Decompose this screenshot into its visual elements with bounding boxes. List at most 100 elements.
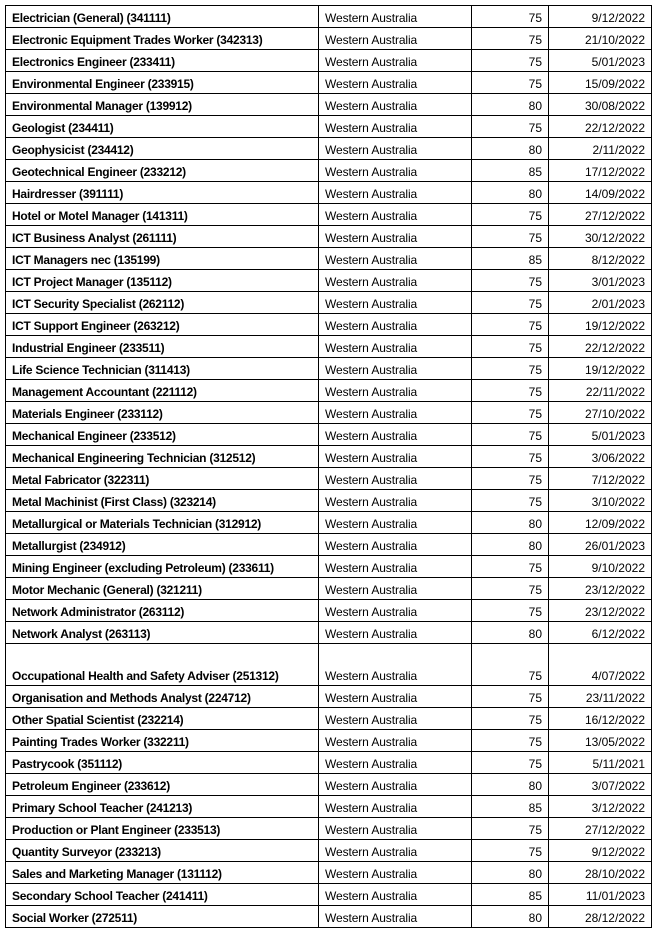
occupation-cell: ICT Support Engineer (263212) — [5, 313, 319, 336]
date-cell: 5/11/2021 — [548, 751, 652, 774]
date-cell: 19/12/2022 — [548, 313, 652, 336]
state-cell: Western Australia — [318, 751, 472, 774]
date-cell: 23/11/2022 — [548, 685, 652, 708]
state-cell: Western Australia — [318, 93, 472, 116]
score-cell: 75 — [471, 313, 549, 336]
table-row: ICT Project Manager (135112) Western Aust… — [5, 269, 652, 292]
score-cell: 75 — [471, 599, 549, 622]
score-cell: 75 — [471, 707, 549, 730]
table-row: Life Science Technician (311413) Western … — [5, 357, 652, 380]
table-row: Geologist (234411) Western Australia 75 22/… — [5, 115, 652, 138]
occupation-cell: Management Accountant (221112) — [5, 379, 319, 402]
state-cell: Western Australia — [318, 685, 472, 708]
state-cell: Western Australia — [318, 5, 472, 28]
state-cell: Western Australia — [318, 489, 472, 512]
occupation-cell: Industrial Engineer (233511) — [5, 335, 319, 358]
occupation-cell: Electrician (General) (341111) — [5, 5, 319, 28]
table-row: ICT Business Analyst (261111) Western Aus… — [5, 225, 652, 248]
score-cell: 75 — [471, 269, 549, 292]
table-row: Occupational Health and Safety Adviser (… — [5, 643, 652, 686]
occupation-cell: Metal Machinist (First Class) (323214) — [5, 489, 319, 512]
score-cell: 75 — [471, 555, 549, 578]
state-cell: Western Australia — [318, 247, 472, 270]
score-cell: 80 — [471, 181, 549, 204]
score-cell: 75 — [471, 839, 549, 862]
date-cell: 3/06/2022 — [548, 445, 652, 468]
score-cell: 75 — [471, 467, 549, 490]
state-cell: Western Australia — [318, 115, 472, 138]
occupation-cell: Metallurgical or Materials Technician (3… — [5, 511, 319, 534]
score-cell: 75 — [471, 115, 549, 138]
date-cell: 16/12/2022 — [548, 707, 652, 730]
table-row: Painting Trades Worker (332211) Western A… — [5, 729, 652, 752]
occupation-cell: Hotel or Motel Manager (141311) — [5, 203, 319, 226]
table-row: Electrician (General) (341111) Western Au… — [5, 5, 652, 28]
score-cell: 75 — [471, 203, 549, 226]
occupation-cell: Organisation and Methods Analyst (224712… — [5, 685, 319, 708]
date-cell: 17/12/2022 — [548, 159, 652, 182]
occupation-cell: Environmental Engineer (233915) — [5, 71, 319, 94]
state-cell: Western Australia — [318, 181, 472, 204]
state-cell: Western Australia — [318, 71, 472, 94]
table-row: Mining Engineer (excluding Petroleum) (2… — [5, 555, 652, 578]
date-cell: 22/12/2022 — [548, 115, 652, 138]
state-cell: Western Australia — [318, 839, 472, 862]
state-cell: Western Australia — [318, 883, 472, 906]
score-cell: 80 — [471, 137, 549, 160]
score-cell: 80 — [471, 621, 549, 644]
occupation-cell: ICT Managers nec (135199) — [5, 247, 319, 270]
score-cell: 75 — [471, 225, 549, 248]
occupation-cell: Network Analyst (263113) — [5, 621, 319, 644]
score-cell: 80 — [471, 511, 549, 534]
occupation-cell: Sales and Marketing Manager (131112) — [5, 861, 319, 884]
occupation-cell: Mechanical Engineering Technician (31251… — [5, 445, 319, 468]
table-row: ICT Managers nec (135199) Western Austral… — [5, 247, 652, 270]
date-cell: 30/08/2022 — [548, 93, 652, 116]
occupation-cell: Network Administrator (263112) — [5, 599, 319, 622]
occupation-cell: Life Science Technician (311413) — [5, 357, 319, 380]
date-cell: 4/07/2022 — [548, 643, 652, 686]
state-cell: Western Australia — [318, 795, 472, 818]
score-cell: 80 — [471, 93, 549, 116]
table-row: Mechanical Engineering Technician (31251… — [5, 445, 652, 468]
score-cell: 85 — [471, 159, 549, 182]
occupation-cell: Production or Plant Engineer (233513) — [5, 817, 319, 840]
score-cell: 75 — [471, 729, 549, 752]
state-cell: Western Australia — [318, 27, 472, 50]
score-cell: 85 — [471, 883, 549, 906]
occupation-cell: Primary School Teacher (241213) — [5, 795, 319, 818]
score-cell: 75 — [471, 27, 549, 50]
score-cell: 80 — [471, 533, 549, 556]
date-cell: 3/07/2022 — [548, 773, 652, 796]
score-cell: 85 — [471, 795, 549, 818]
occupation-table: Electrician (General) (341111) Western Au… — [5, 5, 652, 928]
score-cell: 75 — [471, 49, 549, 72]
date-cell: 23/12/2022 — [548, 599, 652, 622]
table-row: Metallurgical or Materials Technician (3… — [5, 511, 652, 534]
state-cell: Western Australia — [318, 269, 472, 292]
state-cell: Western Australia — [318, 225, 472, 248]
table-row: Network Analyst (263113) Western Australi… — [5, 621, 652, 644]
state-cell: Western Australia — [318, 643, 472, 686]
score-cell: 75 — [471, 751, 549, 774]
date-cell: 14/09/2022 — [548, 181, 652, 204]
occupation-cell: Hairdresser (391111) — [5, 181, 319, 204]
table-row: Materials Engineer (233112) Western Austr… — [5, 401, 652, 424]
score-cell: 75 — [471, 489, 549, 512]
date-cell: 3/01/2023 — [548, 269, 652, 292]
table-row: Geotechnical Engineer (233212) Western Au… — [5, 159, 652, 182]
date-cell: 9/12/2022 — [548, 5, 652, 28]
score-cell: 85 — [471, 247, 549, 270]
score-cell: 75 — [471, 685, 549, 708]
table-row: Hotel or Motel Manager (141311) Western A… — [5, 203, 652, 226]
occupation-cell: Environmental Manager (139912) — [5, 93, 319, 116]
table-row: Electronics Engineer (233411) Western Aus… — [5, 49, 652, 72]
table-row: Metallurgist (234912) Western Australia 80… — [5, 533, 652, 556]
occupation-cell: Mechanical Engineer (233512) — [5, 423, 319, 446]
state-cell: Western Australia — [318, 905, 472, 928]
score-cell: 75 — [471, 357, 549, 380]
date-cell: 13/05/2022 — [548, 729, 652, 752]
date-cell: 19/12/2022 — [548, 357, 652, 380]
table-row: Environmental Engineer (233915) Western A… — [5, 71, 652, 94]
table-row: Electronic Equipment Trades Worker (3423… — [5, 27, 652, 50]
